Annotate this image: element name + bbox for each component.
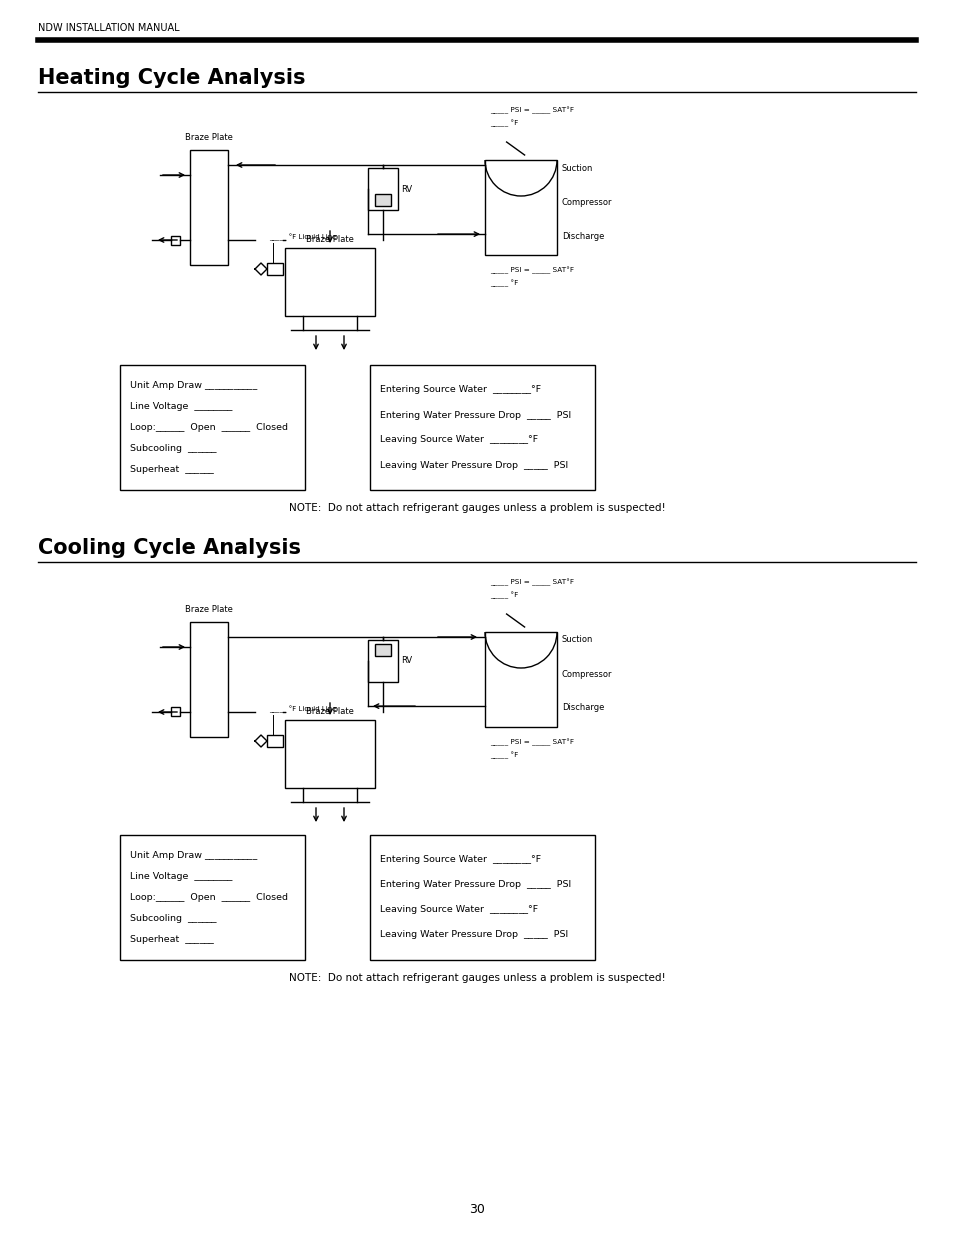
Text: _____ °F: _____ °F xyxy=(490,279,517,287)
Text: _____ °F Liquid Line: _____ °F Liquid Line xyxy=(269,705,336,713)
Text: Leaving Source Water  ________°F: Leaving Source Water ________°F xyxy=(379,436,537,445)
Text: Entering Water Pressure Drop  _____  PSI: Entering Water Pressure Drop _____ PSI xyxy=(379,410,571,420)
Text: Loop:______  Open  ______  Closed: Loop:______ Open ______ Closed xyxy=(130,424,288,432)
Text: Braze Plate: Braze Plate xyxy=(185,133,233,142)
Bar xyxy=(172,708,180,716)
Bar xyxy=(190,149,228,266)
Bar xyxy=(370,835,595,960)
Text: 30: 30 xyxy=(469,1203,484,1216)
Text: _____ °F: _____ °F xyxy=(490,592,517,599)
Text: _____ PSI = _____ SAT°F: _____ PSI = _____ SAT°F xyxy=(490,739,574,746)
Bar xyxy=(368,168,397,210)
Text: _____ PSI = _____ SAT°F: _____ PSI = _____ SAT°F xyxy=(490,106,574,114)
Text: Suction: Suction xyxy=(561,636,593,645)
Text: Suction: Suction xyxy=(561,163,593,173)
Text: Line Voltage  ________: Line Voltage ________ xyxy=(130,872,233,881)
Text: Loop:______  Open  ______  Closed: Loop:______ Open ______ Closed xyxy=(130,893,288,902)
Text: Unit Amp Draw ___________: Unit Amp Draw ___________ xyxy=(130,851,257,861)
Text: Compressor: Compressor xyxy=(561,671,612,679)
Text: NOTE:  Do not attach refrigerant gauges unless a problem is suspected!: NOTE: Do not attach refrigerant gauges u… xyxy=(289,503,664,513)
Text: Heating Cycle Analysis: Heating Cycle Analysis xyxy=(38,68,305,88)
Text: _____ °F: _____ °F xyxy=(490,120,517,127)
Text: Subcooling  ______: Subcooling ______ xyxy=(130,914,216,923)
Text: Entering Source Water  ________°F: Entering Source Water ________°F xyxy=(379,385,540,394)
Bar xyxy=(375,643,391,656)
Bar xyxy=(285,720,375,788)
Text: Superheat  ______: Superheat ______ xyxy=(130,464,213,474)
Bar xyxy=(370,366,595,490)
Text: RV: RV xyxy=(400,184,412,194)
Bar xyxy=(267,735,283,747)
Bar xyxy=(172,236,180,245)
Bar xyxy=(484,161,557,254)
Text: Discharge: Discharge xyxy=(561,231,604,241)
Text: NOTE:  Do not attach refrigerant gauges unless a problem is suspected!: NOTE: Do not attach refrigerant gauges u… xyxy=(289,973,664,983)
Bar xyxy=(368,640,397,682)
Bar xyxy=(120,835,305,960)
Bar xyxy=(267,263,283,275)
Text: Unit Amp Draw ___________: Unit Amp Draw ___________ xyxy=(130,382,257,390)
Text: Subcooling  ______: Subcooling ______ xyxy=(130,443,216,453)
Text: RV: RV xyxy=(400,657,412,666)
Text: _____ °F Liquid Line: _____ °F Liquid Line xyxy=(269,233,336,241)
Text: Superheat  ______: Superheat ______ xyxy=(130,935,213,944)
Bar xyxy=(375,194,391,206)
Text: Compressor: Compressor xyxy=(561,199,612,207)
Bar xyxy=(484,632,557,727)
Text: _____ °F: _____ °F xyxy=(490,751,517,758)
Bar xyxy=(120,366,305,490)
Text: Discharge: Discharge xyxy=(561,704,604,713)
Text: Braze Plate: Braze Plate xyxy=(306,235,354,245)
Text: Entering Water Pressure Drop  _____  PSI: Entering Water Pressure Drop _____ PSI xyxy=(379,881,571,889)
Text: _____ PSI = _____ SAT°F: _____ PSI = _____ SAT°F xyxy=(490,578,574,585)
Text: Braze Plate: Braze Plate xyxy=(306,706,354,716)
Text: Braze Plate: Braze Plate xyxy=(185,605,233,614)
Text: _____ PSI = _____ SAT°F: _____ PSI = _____ SAT°F xyxy=(490,267,574,274)
Text: NDW INSTALLATION MANUAL: NDW INSTALLATION MANUAL xyxy=(38,23,179,33)
Text: Entering Source Water  ________°F: Entering Source Water ________°F xyxy=(379,856,540,864)
Text: Cooling Cycle Analysis: Cooling Cycle Analysis xyxy=(38,538,301,558)
Text: Line Voltage  ________: Line Voltage ________ xyxy=(130,403,233,411)
Text: Leaving Source Water  ________°F: Leaving Source Water ________°F xyxy=(379,905,537,914)
Bar xyxy=(285,248,375,316)
Text: Leaving Water Pressure Drop  _____  PSI: Leaving Water Pressure Drop _____ PSI xyxy=(379,461,568,469)
Bar xyxy=(190,622,228,737)
Text: Leaving Water Pressure Drop  _____  PSI: Leaving Water Pressure Drop _____ PSI xyxy=(379,930,568,940)
